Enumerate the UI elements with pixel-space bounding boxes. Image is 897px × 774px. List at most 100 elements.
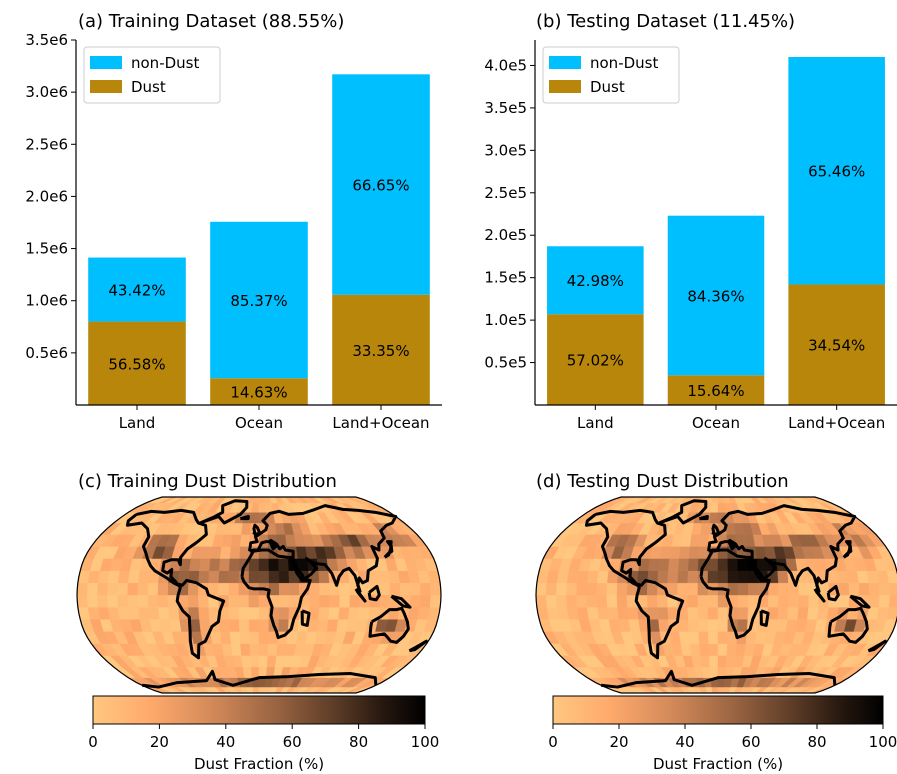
panel-c-coastline-4 <box>368 606 410 644</box>
panel-d-cell <box>657 570 669 584</box>
panel-c-cell <box>309 594 320 608</box>
panel-d-cell <box>776 619 788 632</box>
panel-d-cell <box>788 594 800 608</box>
b-ytick-label-4: 2.5e5 <box>484 184 527 202</box>
panel-d-cell <box>699 643 710 656</box>
panel-c-cell <box>210 546 222 559</box>
panel-c-cell <box>218 570 230 584</box>
panel-d-cell <box>808 594 820 608</box>
panel-c-cell <box>127 606 141 620</box>
panel-c-coastline-9 <box>367 584 381 602</box>
panel-d-cell <box>798 594 810 608</box>
panel-d-cell <box>817 606 829 620</box>
panel-d-cell <box>868 594 880 608</box>
panel-d-cell <box>678 619 690 632</box>
b-legend-label-nondust: non-Dust <box>590 54 658 72</box>
a-ytick-label-1: 1.0e6 <box>25 292 68 310</box>
panel-c-cell <box>238 619 250 632</box>
panel-c-cell <box>158 606 170 620</box>
panel-c-colorbar-body: 0 20 40 60 80 100 Dust Fraction (%) <box>88 695 440 773</box>
panel-c-cell <box>239 631 250 644</box>
a-label-nondust-1: 85.37% <box>230 292 287 310</box>
panel-c-cell <box>278 594 290 608</box>
panel-d-cell <box>586 606 600 620</box>
panel-d-cell <box>657 594 668 608</box>
panel-d-cell <box>717 570 729 584</box>
panel-c-cell <box>219 631 232 644</box>
a-legend-swatch-nondust <box>90 56 122 69</box>
panel-d-coastlines <box>584 499 887 689</box>
panel-c-cell <box>188 594 199 608</box>
panel-c-cell <box>358 606 370 620</box>
panel-d-cell <box>807 606 819 620</box>
panel-d-cell <box>737 606 749 620</box>
panel-d-cell <box>888 594 897 608</box>
b-bar-nondust-1 <box>667 215 765 376</box>
panel-d-colorbar-tick-label-5: 100 <box>869 733 897 751</box>
panel-d-cell <box>697 619 709 632</box>
panel-c-cell <box>258 643 269 656</box>
panel-d-cell <box>848 582 860 596</box>
panel-c-cell <box>379 594 391 608</box>
panel-c-cell <box>210 631 222 644</box>
a-label-dust-2: 33.35% <box>352 342 409 360</box>
a-bar-nondust-2 <box>332 74 430 295</box>
panel-d-coastline-3 <box>707 504 857 593</box>
b-bar-dust-1 <box>667 375 765 405</box>
panel-d-cell <box>698 546 709 559</box>
b-label-dust-1: 15.64% <box>687 382 744 400</box>
b-label-nondust-1: 84.36% <box>687 288 744 306</box>
panel-c-cell <box>288 594 300 608</box>
panel-d-cell <box>689 534 701 547</box>
b-ytick-label-1: 1.0e5 <box>484 311 527 329</box>
panel-d-coastline-4 <box>827 606 869 644</box>
panel-c-cell <box>248 619 260 632</box>
b-legend: non-Dust Dust <box>542 46 680 104</box>
panel-c-coastline-2 <box>240 548 312 640</box>
panel-c-cell <box>349 594 361 608</box>
panel-d-cell <box>707 570 719 584</box>
panel-c-cell <box>377 570 391 584</box>
panel-d-colorbar-tick-label-3: 60 <box>741 733 760 751</box>
panel-c-coastlines <box>125 499 428 689</box>
b-label-dust-2: 34.54% <box>808 337 865 355</box>
panel-c-cell <box>198 594 209 608</box>
panel-c-cell <box>348 606 360 620</box>
panel-c-colorbar-tick-label-5: 100 <box>411 733 440 751</box>
panel-d-colorbar-tick-label-4: 80 <box>807 733 826 751</box>
panel-c-cell <box>117 594 129 608</box>
panel-c-cell <box>429 582 442 596</box>
panel-c-cell <box>97 594 109 608</box>
b-label-nondust-2: 65.46% <box>808 163 865 181</box>
panel-c-cell <box>249 643 260 656</box>
a-xtick-label-2: Land+Ocean <box>332 414 429 432</box>
panel-c-colorbar-gradient <box>92 695 426 725</box>
panel-c-coastline-5 <box>199 499 249 525</box>
panel-d-cell <box>710 502 719 513</box>
panel-d-testing-map: (d) Testing Dust Distribution 0 20 40 60 80 1… <box>535 471 897 773</box>
panel-c-cell <box>242 666 252 678</box>
a-label-dust-1: 14.63% <box>230 384 287 402</box>
panel-c-cell <box>198 570 210 584</box>
panel-d-cell <box>697 594 709 608</box>
panel-d-cell <box>698 631 709 644</box>
panel-d-cell <box>711 686 719 694</box>
panel-d-cell <box>669 631 681 644</box>
b-legend-swatch-nondust <box>549 56 581 69</box>
panel-d-cell <box>878 594 891 608</box>
b-ytick-label-2: 1.5e5 <box>484 269 527 287</box>
panel-d-coastline-13 <box>759 609 770 627</box>
panel-c-cell <box>209 558 221 571</box>
panel-c-cell <box>318 570 330 584</box>
a-bar-dust-2 <box>332 294 430 405</box>
panel-c-coastline-8 <box>354 588 367 603</box>
panel-d-cell <box>768 594 779 608</box>
panel-d-cell <box>737 558 749 571</box>
panel-d-cell <box>700 655 711 668</box>
panel-d-cell <box>596 582 608 596</box>
panel-c-cell <box>252 496 260 504</box>
panel-d-cell <box>688 631 700 644</box>
panel-d-cell <box>717 631 728 644</box>
panel-c-cell <box>419 582 432 596</box>
b-bar-dust-2 <box>788 284 885 405</box>
